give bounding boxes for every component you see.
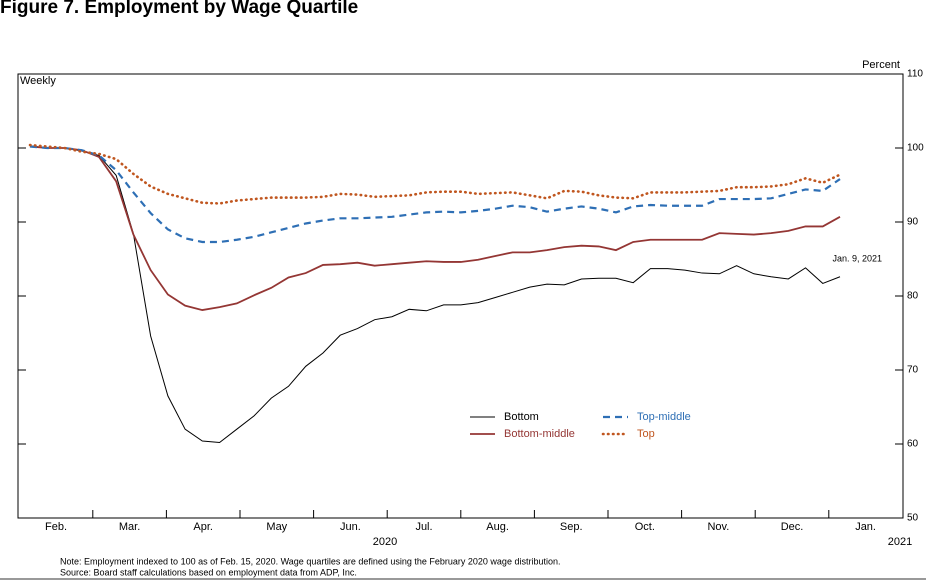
y-axis-label: Weekly <box>20 75 56 87</box>
chart-title: Figure 7. Employment by Wage Quartile <box>0 0 358 18</box>
series-line <box>29 145 841 311</box>
x-tick-label: May <box>266 521 287 533</box>
x-tick-label: Jul. <box>415 521 432 533</box>
year-label: 2021 <box>888 536 912 548</box>
x-tick-label: Nov. <box>707 521 729 533</box>
y2-tick-label: 70 <box>907 365 919 376</box>
x-tick-label: Mar. <box>119 521 140 533</box>
x-tick-label: Jan. <box>855 521 876 533</box>
x-tick-label: Jun. <box>340 521 361 533</box>
annotation: Jan. 9, 2021 <box>832 253 882 263</box>
legend-label: Top <box>637 428 655 440</box>
legend-label: Top-middle <box>637 411 691 423</box>
x-tick-label: Aug. <box>486 521 509 533</box>
plot-frame <box>17 73 904 519</box>
x-tick-label: Sep. <box>560 521 583 533</box>
series-line <box>29 145 841 444</box>
legend-label: Bottom-middle <box>504 428 575 440</box>
legend-label: Bottom <box>504 411 539 423</box>
x-tick-label: Oct. <box>635 521 655 533</box>
note: Note: Employment indexed to 100 as of Fe… <box>60 556 560 566</box>
x-tick-label: Apr. <box>193 521 213 533</box>
year-label: 2020 <box>373 536 397 548</box>
x-tick-label: Dec. <box>781 521 804 533</box>
series-line <box>29 145 841 244</box>
y2-tick-label: 50 <box>907 513 919 524</box>
source: Source: Board staff calculations based o… <box>60 567 357 577</box>
y2-tick-label: 90 <box>907 217 919 228</box>
y2-tick-label: 60 <box>907 439 919 450</box>
series-line <box>28 143 842 205</box>
y2-tick-label: 100 <box>907 143 924 154</box>
x-tick-label: Feb. <box>45 521 67 533</box>
y2-axis-label: Percent <box>862 59 900 71</box>
y2-tick-label: 80 <box>907 291 919 302</box>
y2-tick-label: 110 <box>907 69 923 80</box>
